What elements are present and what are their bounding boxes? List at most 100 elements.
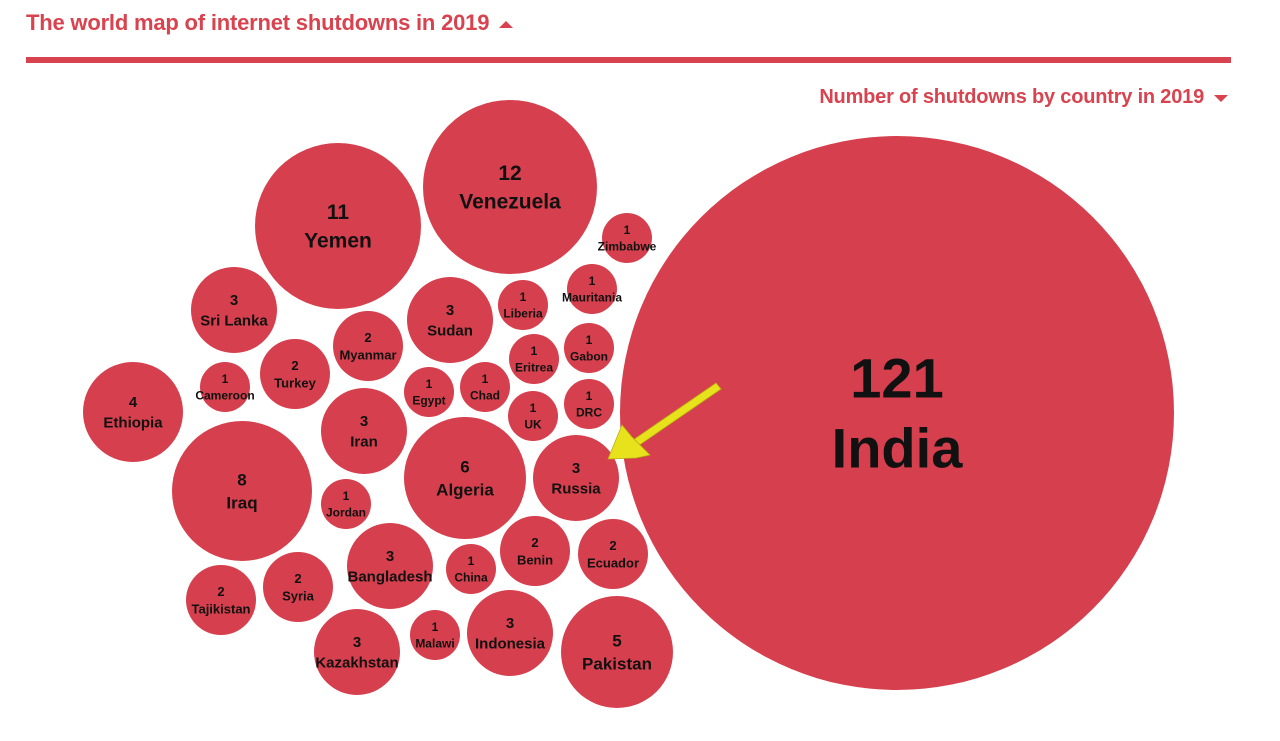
bubble-label-ethiopia: Ethiopia <box>103 414 163 431</box>
bubble-circle-syria <box>263 552 333 622</box>
bubble-label-mauritania: Mauritania <box>562 290 622 304</box>
bubble-bangladesh: 3 Bangladesh <box>347 523 433 609</box>
bubble-indonesia: 3 Indonesia <box>467 590 553 676</box>
bubble-label-gabon: Gabon <box>570 349 608 363</box>
bubble-circle-venezuela <box>423 100 597 274</box>
bubble-value-russia: 3 <box>572 460 580 477</box>
bubble-value-malawi: 1 <box>432 620 439 634</box>
bubble-label-russia: Russia <box>551 480 601 497</box>
bubble-value-cameroon: 1 <box>222 372 229 386</box>
bubble-value-sudan: 3 <box>446 302 454 319</box>
bubble-label-venezuela: Venezuela <box>459 191 561 214</box>
bubble-label-turkey: Turkey <box>274 375 316 390</box>
bubble-label-indonesia: Indonesia <box>475 635 546 652</box>
bubble-value-kazakhstan: 3 <box>353 634 361 651</box>
bubble-drc: 1 DRC <box>564 379 614 429</box>
bubble-sri-lanka: 3 Sri Lanka <box>191 267 277 353</box>
bubble-value-mauritania: 1 <box>589 274 596 288</box>
bubble-value-algeria: 6 <box>460 457 469 476</box>
bubble-label-syria: Syria <box>282 588 315 603</box>
bubble-ethiopia: 4 Ethiopia <box>83 362 183 462</box>
bubble-value-ethiopia: 4 <box>129 394 138 411</box>
caret-up-icon <box>499 20 514 28</box>
bubble-circle-uk <box>508 391 558 441</box>
bubble-value-gabon: 1 <box>586 333 593 347</box>
bubble-value-tajikistan: 2 <box>217 584 224 599</box>
bubble-sudan: 3 Sudan <box>407 277 493 363</box>
bubble-circle-myanmar <box>333 311 403 381</box>
bubble-liberia: 1 Liberia <box>498 280 548 330</box>
bubble-value-bangladesh: 3 <box>386 548 394 565</box>
bubble-circle-gabon <box>564 323 614 373</box>
bubble-circle-pakistan <box>561 596 673 708</box>
bubble-kazakhstan: 3 Kazakhstan <box>314 609 400 695</box>
header-divider <box>26 57 1231 63</box>
caret-down-icon <box>1214 95 1228 102</box>
bubble-label-malawi: Malawi <box>415 636 454 650</box>
bubble-value-pakistan: 5 <box>612 631 621 650</box>
bubble-label-liberia: Liberia <box>503 306 543 320</box>
bubble-circle-india <box>620 136 1174 690</box>
bubble-algeria: 6 Algeria <box>404 417 526 539</box>
bubble-circle-ethiopia <box>83 362 183 462</box>
bubble-label-drc: DRC <box>576 405 602 419</box>
bubble-circle-bangladesh <box>347 523 433 609</box>
bubble-value-indonesia: 3 <box>506 615 514 632</box>
bubble-label-algeria: Algeria <box>436 480 494 499</box>
bubble-india: 121 India <box>620 136 1174 690</box>
bubble-syria: 2 Syria <box>263 552 333 622</box>
bubble-circle-cameroon <box>200 362 250 412</box>
bubble-iraq: 8 Iraq <box>172 421 312 561</box>
bubble-label-ecuador: Ecuador <box>587 555 639 570</box>
bubble-value-china: 1 <box>468 554 475 568</box>
chart-selector-dropdown[interactable]: Number of shutdowns by country in 2019 <box>819 86 1228 109</box>
bubble-label-iraq: Iraq <box>226 493 257 512</box>
bubble-circle-iran <box>321 388 407 474</box>
bubble-malawi: 1 Malawi <box>410 610 460 660</box>
bubble-label-tajikistan: Tajikistan <box>191 601 250 616</box>
bubble-pakistan: 5 Pakistan <box>561 596 673 708</box>
bubble-label-india: India <box>832 417 964 480</box>
bubble-label-pakistan: Pakistan <box>582 654 652 673</box>
bubble-circle-russia <box>533 435 619 521</box>
bubble-yemen: 11 Yemen <box>255 143 421 309</box>
bubble-value-jordan: 1 <box>343 489 350 503</box>
bubble-value-eritrea: 1 <box>531 344 538 358</box>
bubble-jordan: 1 Jordan <box>321 479 371 529</box>
bubble-value-india: 121 <box>850 347 943 410</box>
bubble-label-sri-lanka: Sri Lanka <box>200 312 268 329</box>
chart-title: Number of shutdowns by country in 2019 <box>819 86 1204 108</box>
bubble-value-iraq: 8 <box>237 470 246 489</box>
bubble-value-venezuela: 12 <box>498 162 521 185</box>
bubble-circle-indonesia <box>467 590 553 676</box>
bubble-label-eritrea: Eritrea <box>515 360 553 374</box>
bubble-label-yemen: Yemen <box>304 230 372 253</box>
bubble-iran: 3 Iran <box>321 388 407 474</box>
bubble-ecuador: 2 Ecuador <box>578 519 648 589</box>
bubble-circle-liberia <box>498 280 548 330</box>
bubble-label-iran: Iran <box>350 433 378 450</box>
bubble-circle-algeria <box>404 417 526 539</box>
bubble-value-drc: 1 <box>586 389 593 403</box>
header-toggle[interactable]: The world map of internet shutdowns in 2… <box>26 10 514 36</box>
bubble-circle-drc <box>564 379 614 429</box>
bubble-value-turkey: 2 <box>291 358 298 373</box>
bubble-china: 1 China <box>446 544 496 594</box>
bubble-value-chad: 1 <box>482 372 489 386</box>
page-title: The world map of internet shutdowns in 2… <box>26 10 490 35</box>
bubble-tajikistan: 2 Tajikistan <box>186 565 256 635</box>
bubble-value-yemen: 11 <box>327 201 350 224</box>
bubble-chad: 1 Chad <box>460 362 510 412</box>
bubble-label-sudan: Sudan <box>427 322 473 339</box>
bubble-value-uk: 1 <box>530 401 537 415</box>
bubble-zimbabwe: 1 Zimbabwe <box>598 213 657 263</box>
bubble-label-egypt: Egypt <box>412 393 445 407</box>
bubble-value-zimbabwe: 1 <box>624 223 631 237</box>
bubble-value-iran: 3 <box>360 413 368 430</box>
bubble-cameroon: 1 Cameroon <box>195 362 255 412</box>
bubble-circle-chad <box>460 362 510 412</box>
bubble-circle-malawi <box>410 610 460 660</box>
bubble-label-myanmar: Myanmar <box>339 347 396 362</box>
bubble-myanmar: 2 Myanmar <box>333 311 403 381</box>
